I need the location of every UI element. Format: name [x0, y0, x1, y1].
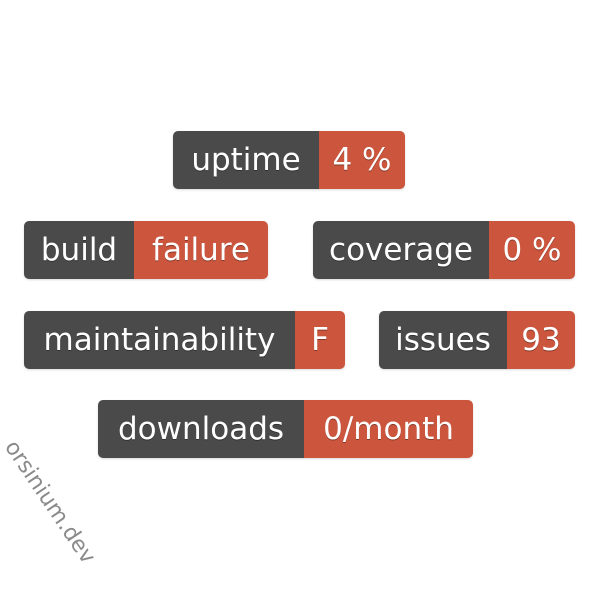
coverage-badge: coverage 0 % [313, 221, 575, 279]
issues-badge-label: issues [379, 311, 507, 369]
downloads-badge-label: downloads [98, 400, 304, 458]
uptime-badge-value: 4 % [319, 131, 405, 189]
downloads-badge: downloads 0/month [98, 400, 473, 458]
uptime-badge: uptime 4 % [173, 131, 405, 189]
watermark-text: orsinium.dev [0, 436, 100, 569]
maintainability-badge-value: F [295, 311, 345, 369]
uptime-badge-label: uptime [173, 131, 319, 189]
build-badge-value: failure [134, 221, 268, 279]
build-badge-label: build [24, 221, 134, 279]
build-badge: build failure [24, 221, 268, 279]
issues-badge: issues 93 [379, 311, 575, 369]
coverage-badge-label: coverage [313, 221, 489, 279]
maintainability-badge-label: maintainability [24, 311, 295, 369]
maintainability-badge: maintainability F [24, 311, 345, 369]
downloads-badge-value: 0/month [304, 400, 473, 458]
coverage-badge-value: 0 % [489, 221, 575, 279]
issues-badge-value: 93 [507, 311, 575, 369]
